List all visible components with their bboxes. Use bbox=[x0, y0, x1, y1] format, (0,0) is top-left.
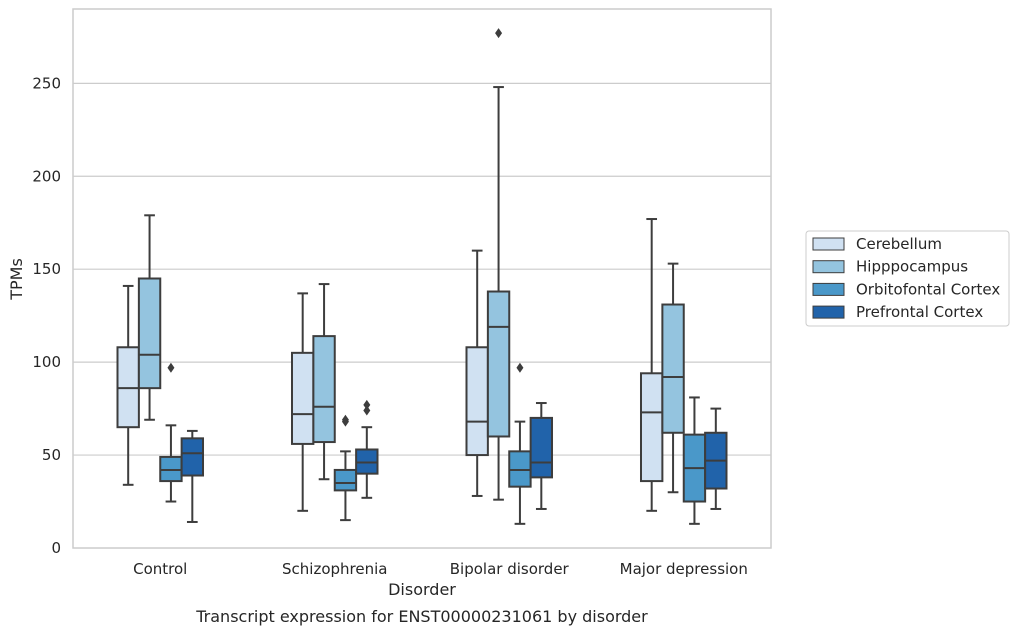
y-tick-labels: 0 50 100 150 200 250 bbox=[32, 74, 61, 557]
legend-swatch bbox=[812, 282, 845, 296]
box bbox=[486, 290, 511, 438]
x-tick-label: Control bbox=[133, 560, 187, 578]
y-tick-label: 250 bbox=[32, 74, 61, 92]
y-tick-label: 50 bbox=[42, 446, 61, 464]
outlier-point bbox=[363, 399, 371, 410]
box-group bbox=[312, 283, 336, 481]
legend-swatch bbox=[812, 237, 845, 251]
box-group bbox=[355, 399, 379, 499]
outlier-point bbox=[495, 28, 503, 39]
legend-swatch bbox=[812, 305, 845, 319]
box bbox=[465, 346, 489, 457]
y-tick-label: 200 bbox=[32, 167, 61, 185]
box bbox=[290, 351, 315, 445]
x-tick-label: Major depression bbox=[620, 560, 748, 578]
box bbox=[180, 437, 205, 477]
box-group bbox=[639, 218, 664, 512]
box-group bbox=[333, 414, 358, 522]
y-tick-label: 150 bbox=[32, 260, 61, 278]
x-tick-label: Schizophrenia bbox=[282, 560, 387, 578]
legend-label: Prefrontal Cortex bbox=[856, 303, 983, 321]
box-group bbox=[508, 362, 532, 525]
box-group bbox=[137, 214, 162, 421]
x-tick-label: Bipolar disorder bbox=[450, 560, 570, 578]
box-group bbox=[159, 362, 183, 503]
y-tick-label: 0 bbox=[51, 539, 61, 557]
box-group bbox=[682, 396, 707, 525]
legend-label: Cerebellum bbox=[856, 235, 942, 253]
legend-frame bbox=[805, 230, 1010, 327]
box-group bbox=[661, 262, 685, 494]
box-group bbox=[529, 402, 554, 510]
legend-label: Hipppocampus bbox=[856, 258, 968, 276]
box bbox=[639, 372, 664, 483]
chart-caption: Transcript expression for ENST0000023106… bbox=[195, 607, 648, 626]
x-axis-label: Disorder bbox=[388, 580, 456, 599]
box-group bbox=[486, 28, 511, 501]
outlier-point bbox=[363, 405, 371, 416]
box-plot-series bbox=[116, 28, 728, 525]
y-axis-label: TPMs bbox=[7, 258, 26, 301]
box-group bbox=[465, 249, 489, 497]
box bbox=[529, 416, 554, 479]
legend: Cerebellum Hipppocampus Orbitofontal Corte… bbox=[805, 230, 1010, 327]
y-tick-label: 100 bbox=[32, 353, 61, 371]
box-group bbox=[180, 429, 205, 523]
box bbox=[333, 468, 358, 492]
box-group bbox=[290, 292, 315, 512]
outlier-point bbox=[167, 362, 175, 373]
box bbox=[137, 277, 162, 390]
box bbox=[661, 303, 685, 434]
outlier-point bbox=[516, 362, 524, 373]
box bbox=[312, 335, 336, 444]
outlier-point bbox=[341, 414, 349, 425]
legend-label: Orbitofontal Cortex bbox=[856, 280, 1000, 298]
plot-frame bbox=[72, 8, 772, 549]
legend-swatch bbox=[812, 260, 845, 274]
x-tick-labels: Control Schizophrenia Bipolar disorder Majo… bbox=[133, 560, 748, 578]
box-group bbox=[704, 407, 728, 510]
